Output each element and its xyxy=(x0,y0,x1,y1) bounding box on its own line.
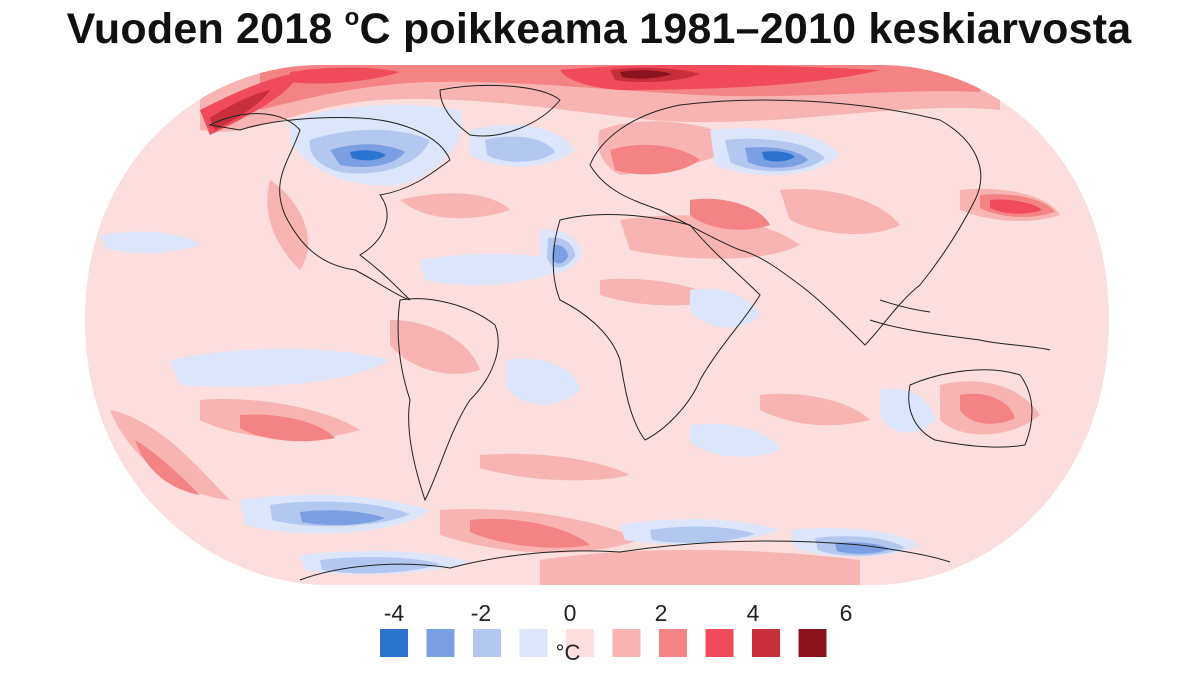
legend-swatch xyxy=(752,629,780,657)
legend-ticks: -4 -2 0 2 4 6 xyxy=(384,600,853,626)
globe-outline xyxy=(82,63,1112,587)
colder-region-south-pacific xyxy=(300,510,385,526)
cold-region-north-atlantic xyxy=(485,136,555,162)
hot-region-pacific-nw xyxy=(990,199,1042,214)
warmer-region-australia xyxy=(960,393,1015,424)
warm-region-central-asia xyxy=(780,189,900,235)
legend-unit-label: °C xyxy=(556,640,581,665)
legend-tick-label: 2 xyxy=(655,600,668,626)
coastline-eurasia xyxy=(589,99,982,346)
warmer-region-sw-pacific xyxy=(135,440,200,495)
legend-tick-label: 6 xyxy=(840,600,853,626)
legend-swatch xyxy=(426,629,455,657)
hot-region-greenland-north xyxy=(290,67,400,84)
legend-swatch xyxy=(612,629,641,657)
anomaly-field xyxy=(100,64,1060,586)
legend-swatch xyxy=(473,629,501,657)
cool-region-hawaii-band xyxy=(100,231,200,253)
coldest-region-siberia xyxy=(762,151,795,162)
cool-region-east-africa xyxy=(690,288,760,328)
warmer-region-southern-ocean xyxy=(470,518,590,548)
coastline-south-america xyxy=(397,298,499,502)
warmer-region-europe xyxy=(610,144,700,175)
coastline-antarctica xyxy=(299,540,951,581)
warm-region-south-america xyxy=(390,320,480,374)
warmer-region-south-pacific xyxy=(240,414,335,442)
very-hot-region-arctic-west xyxy=(210,90,270,130)
extreme-region-arctic xyxy=(620,70,672,79)
legend-swatch xyxy=(705,629,734,657)
legend-swatch xyxy=(659,629,687,657)
legend-swatch xyxy=(566,629,594,657)
coldest-region-canada xyxy=(350,150,386,161)
coastline-greenland xyxy=(439,84,561,137)
cool-region-tropical-atlantic xyxy=(420,253,570,285)
warm-region-south-atlantic xyxy=(480,453,630,481)
warmer-region-mideast xyxy=(690,198,770,230)
coastlines xyxy=(208,84,1051,581)
coastline-australia xyxy=(908,369,1033,448)
cold-region-southern-ocean xyxy=(650,526,755,543)
legend-tick-label: -4 xyxy=(384,600,405,626)
coastline-north-america xyxy=(208,113,451,301)
warm-region-north-america xyxy=(267,180,309,270)
legend-swatch xyxy=(798,629,827,657)
colder-region-west-africa xyxy=(552,244,568,264)
warm-region-north-atlantic xyxy=(400,193,510,219)
colder-region-ross-sea xyxy=(835,542,890,554)
warm-region-indian-ocean xyxy=(760,393,870,426)
warm-region-west-pacific-south xyxy=(110,410,230,500)
coastline-africa xyxy=(552,214,761,441)
legend-swatches xyxy=(380,629,827,657)
coastline-indonesia xyxy=(869,299,1051,351)
legend-tick-label: 0 xyxy=(564,600,577,626)
legend-tick-label: -2 xyxy=(471,600,491,626)
legend-tick-label: 4 xyxy=(747,600,760,626)
legend-swatch xyxy=(380,629,408,657)
map-title: Vuoden 2018 oC poikkeama 1981–2010 keski… xyxy=(0,4,1198,54)
cool-region-east-pacific xyxy=(170,348,390,387)
cool-region-west-australia xyxy=(880,388,935,433)
cool-region-south-atlantic xyxy=(505,358,580,405)
warm-region-antarctic-edge xyxy=(540,549,860,586)
legend-swatch xyxy=(519,629,548,657)
title-degree-sign: o xyxy=(344,4,360,31)
cool-region-indian-south xyxy=(690,423,780,457)
title-prefix: Vuoden 2018 xyxy=(66,5,345,53)
title-suffix: C poikkeama 1981–2010 keskiarvosta xyxy=(359,5,1132,53)
